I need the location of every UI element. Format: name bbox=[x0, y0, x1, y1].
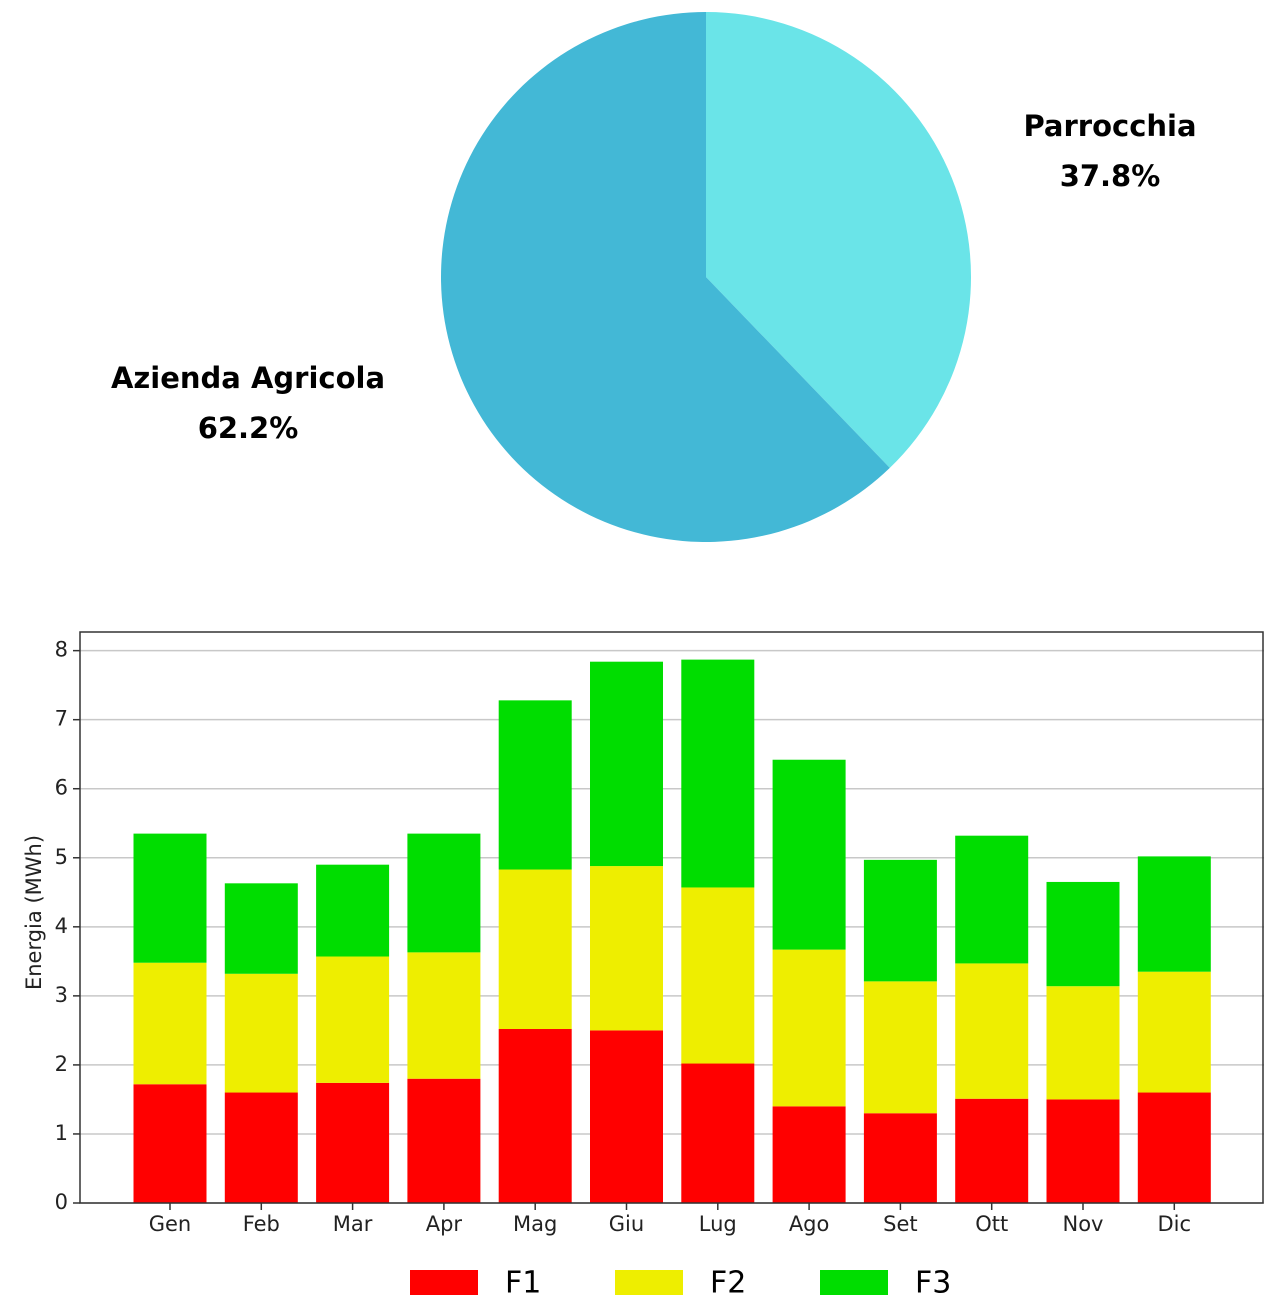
legend-label: F3 bbox=[915, 1266, 951, 1299]
slice-value: 62.2% bbox=[198, 411, 299, 445]
plot-frame bbox=[79, 631, 1264, 1204]
y-tick-label: 1 bbox=[55, 1121, 68, 1145]
bar-segment bbox=[133, 833, 207, 963]
bar-segment bbox=[224, 973, 298, 1093]
x-tick-label: Nov bbox=[1063, 1212, 1104, 1236]
legend-swatch bbox=[410, 1270, 478, 1295]
legend-swatch bbox=[615, 1270, 683, 1295]
x-tick-label: Feb bbox=[243, 1212, 280, 1236]
bar-segment bbox=[955, 1098, 1029, 1203]
x-tick-label: Mar bbox=[333, 1212, 373, 1236]
y-tick-label: 5 bbox=[55, 845, 68, 869]
bar-segment bbox=[772, 949, 846, 1107]
bar-segment bbox=[224, 883, 298, 974]
x-tick-label: Ago bbox=[789, 1212, 830, 1236]
y-tick-label: 6 bbox=[55, 776, 68, 800]
bar-segment bbox=[1137, 856, 1211, 972]
y-tick-label: 2 bbox=[55, 1052, 68, 1076]
bar-segment bbox=[590, 866, 663, 1031]
y-tick-label: 0 bbox=[55, 1190, 68, 1214]
x-tick-label: Mag bbox=[513, 1212, 557, 1236]
bar-segment bbox=[498, 869, 572, 1030]
legend-swatch bbox=[820, 1270, 888, 1295]
y-tick-label: 8 bbox=[55, 638, 68, 662]
bar-segment bbox=[681, 1063, 755, 1203]
bar-segment bbox=[1137, 971, 1211, 1093]
bar-segment bbox=[772, 1106, 846, 1203]
bar-segment bbox=[1046, 986, 1120, 1100]
bar-segment bbox=[955, 963, 1029, 1099]
bar-segment bbox=[133, 962, 207, 1085]
x-tick-label: Giu bbox=[609, 1212, 644, 1236]
x-tick-label: Dic bbox=[1158, 1212, 1192, 1236]
y-axis-label: Energia (MWh) bbox=[22, 835, 46, 990]
bar-segment bbox=[498, 1029, 572, 1203]
pie-slice bbox=[706, 12, 972, 468]
bar-segment bbox=[133, 1084, 207, 1203]
bar-segment bbox=[863, 1113, 937, 1203]
bar-segment bbox=[407, 1078, 481, 1203]
pie-slice bbox=[441, 12, 890, 542]
bar-segment bbox=[224, 1092, 298, 1203]
bar-segment bbox=[498, 700, 572, 870]
bar-segment bbox=[316, 864, 390, 957]
bar-segment bbox=[772, 759, 846, 950]
bar-segment bbox=[316, 956, 390, 1083]
y-tick-label: 3 bbox=[55, 983, 68, 1007]
bar-segment bbox=[590, 1030, 663, 1203]
bar-segment bbox=[316, 1082, 390, 1203]
slice-label: Parrocchia bbox=[1023, 109, 1196, 143]
bar-segment bbox=[407, 952, 481, 1079]
legend-label: F1 bbox=[505, 1266, 541, 1299]
x-tick-label: Gen bbox=[149, 1212, 192, 1236]
bar-segment bbox=[681, 659, 755, 888]
bar-segment bbox=[863, 981, 937, 1114]
bar-segment bbox=[1137, 1092, 1211, 1203]
slice-value: 37.8% bbox=[1060, 159, 1161, 193]
bar-segment bbox=[1046, 881, 1120, 987]
x-tick-label: Set bbox=[883, 1212, 917, 1236]
x-tick-label: Apr bbox=[426, 1212, 463, 1236]
bar-segment bbox=[955, 835, 1029, 964]
bar-segment bbox=[407, 833, 481, 953]
legend-label: F2 bbox=[710, 1266, 746, 1299]
x-tick-label: Lug bbox=[699, 1212, 737, 1236]
bar-segment bbox=[863, 859, 937, 982]
y-tick-label: 7 bbox=[55, 707, 68, 731]
bar-segment bbox=[590, 661, 663, 867]
y-tick-label: 4 bbox=[55, 914, 68, 938]
slice-label: Azienda Agricola bbox=[111, 361, 385, 395]
x-tick-label: Ott bbox=[975, 1212, 1008, 1236]
bar-segment bbox=[681, 887, 755, 1064]
bar-segment bbox=[1046, 1099, 1120, 1203]
